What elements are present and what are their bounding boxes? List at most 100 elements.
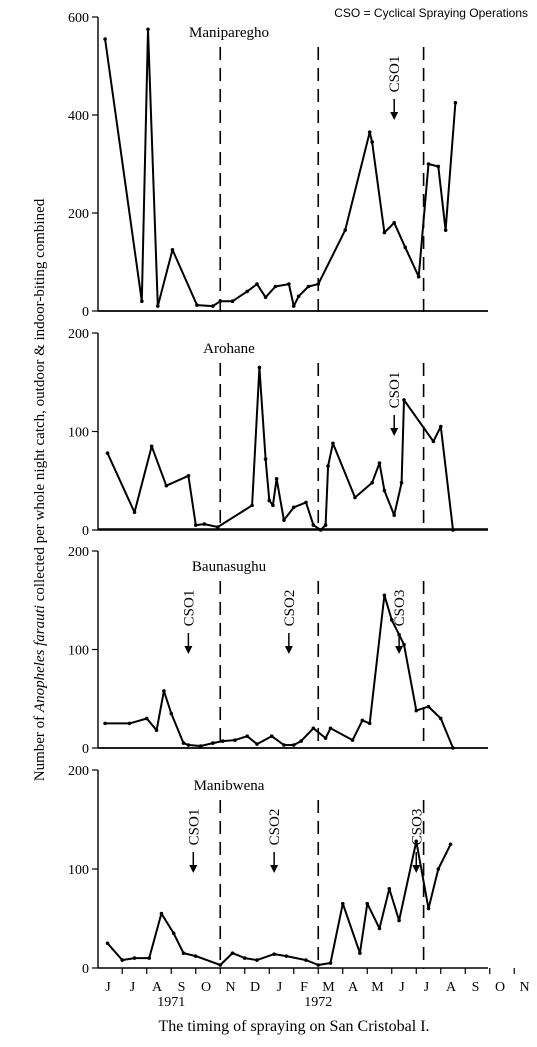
data-point (146, 27, 150, 32)
panel-arohane: 0 100 200 Arohane CSO1 (68, 310, 488, 539)
y-tick-label: 600 (68, 11, 89, 26)
x-tick-label: N (225, 980, 235, 995)
data-point (377, 926, 382, 931)
cso-label: CSO1 (181, 590, 197, 627)
data-point (162, 689, 166, 693)
data-point (245, 734, 249, 738)
data-point (282, 743, 286, 747)
cso-arrow-head (390, 112, 399, 120)
data-point (120, 958, 125, 962)
x-tick-label: D (250, 980, 260, 995)
data-point (267, 498, 272, 503)
data-point (328, 961, 333, 965)
data-point (414, 708, 419, 713)
data-point (159, 911, 164, 916)
data-point (105, 451, 110, 455)
data-point (202, 522, 207, 526)
panels: 0 200 400 600 Maniparegho CSO1 0 100 200 Arohane C… (68, 11, 488, 977)
data-point (299, 739, 303, 743)
data-point (358, 951, 362, 955)
data-point (304, 500, 308, 505)
cso-arrow-head (412, 865, 421, 873)
data-point (438, 424, 443, 429)
y-tick-label: 200 (68, 764, 89, 779)
data-point (149, 444, 154, 449)
data-point (198, 744, 203, 748)
x-tick-label: J (399, 980, 405, 995)
panel-baunasughu: 0 100 200 Baunasughu CSO1 CSO2 CSO3 (68, 528, 488, 757)
data-point (323, 523, 328, 527)
data-point (147, 956, 151, 960)
y-tick-label: 0 (82, 305, 89, 320)
data-point (127, 721, 132, 726)
x-tick-label: A (446, 980, 457, 995)
x-tick-label: J (277, 980, 283, 995)
data-point (273, 284, 278, 289)
data-point (269, 734, 274, 738)
data-point (350, 738, 355, 742)
y-tick-label: 0 (82, 524, 89, 539)
x-tick-label: J (105, 980, 111, 995)
cso-arrow-head (184, 646, 193, 654)
data-point (311, 726, 316, 731)
data-point (140, 299, 144, 304)
data-point (144, 716, 149, 721)
data-point (132, 510, 137, 515)
data-point (367, 130, 372, 134)
y-tick-label: 200 (68, 327, 89, 342)
panel-manibwena: 0 100 200 Manibwena CSO1 CSO2 CSO3 (68, 747, 488, 977)
data-point (426, 704, 431, 709)
cso-arrow-head (189, 865, 198, 873)
data-point (271, 503, 275, 508)
year-label: 1972 (304, 995, 332, 1010)
panel-title: Arohane (203, 341, 255, 357)
data-point (263, 457, 268, 461)
y-tick-label: 100 (68, 863, 89, 878)
data-point (414, 839, 419, 844)
data-point (211, 304, 215, 308)
data-point (382, 230, 387, 235)
x-tick-label: F (300, 980, 308, 995)
data-point (181, 741, 186, 745)
y-tick-label: 100 (68, 426, 89, 441)
data-point (255, 958, 259, 962)
data-point (263, 295, 268, 300)
data-point (274, 476, 279, 481)
cso-label: CSO3 (409, 809, 425, 846)
data-point (353, 495, 357, 500)
x-tick-label: M (371, 980, 384, 995)
data-point (328, 726, 333, 731)
data-point (164, 483, 169, 488)
data-point (436, 164, 441, 169)
x-tick-label: J (424, 980, 430, 995)
data-point (257, 365, 262, 370)
data-point (367, 721, 372, 726)
series-line (105, 594, 454, 749)
y-tick-label: 0 (82, 962, 89, 977)
data-point (255, 742, 259, 746)
data-point (220, 739, 225, 743)
data-point (323, 736, 328, 740)
cso-label: CSO1 (387, 372, 403, 409)
data-point (360, 718, 365, 723)
data-point (233, 738, 237, 742)
y-axis-label: Number of Anopheles farauti collected pe… (32, 198, 48, 781)
data-point (132, 956, 137, 960)
data-point (311, 523, 316, 527)
panel-maniparegho: 0 200 400 600 Maniparegho CSO1 (68, 11, 488, 320)
data-point (453, 100, 458, 105)
data-point (242, 956, 247, 960)
y-tick-label: 400 (68, 109, 89, 124)
x-axis: JJASONDJFMAMJJASONDJ19711972 (105, 968, 530, 1010)
data-point (155, 304, 160, 308)
y-tick-label: 100 (68, 644, 89, 659)
data-point (443, 228, 448, 232)
x-tick-label: S (178, 980, 186, 995)
cso-label: CSO1 (387, 56, 403, 93)
data-point (431, 439, 436, 444)
data-point (296, 294, 301, 299)
data-point (103, 721, 107, 726)
x-tick-label: O (201, 980, 211, 995)
panel-title: Maniparegho (189, 25, 269, 41)
data-point (171, 931, 176, 936)
